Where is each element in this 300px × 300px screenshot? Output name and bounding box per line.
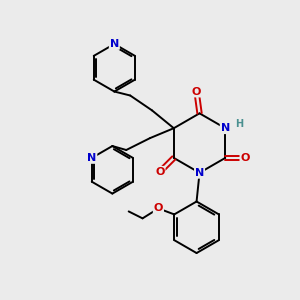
Text: O: O xyxy=(192,86,201,97)
Text: O: O xyxy=(240,153,250,163)
Text: N: N xyxy=(110,39,119,49)
Text: O: O xyxy=(155,167,165,177)
Text: N: N xyxy=(195,168,204,178)
Text: O: O xyxy=(154,203,163,214)
Text: N: N xyxy=(221,123,230,133)
Text: N: N xyxy=(87,153,96,163)
Text: H: H xyxy=(235,119,243,129)
